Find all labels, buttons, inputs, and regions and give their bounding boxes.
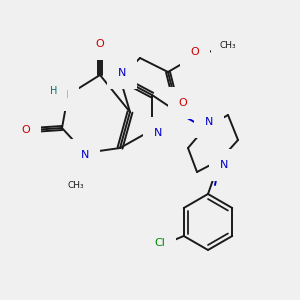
Text: N: N (81, 150, 89, 160)
Text: N: N (205, 117, 213, 127)
Text: CH₃: CH₃ (220, 41, 236, 50)
Text: H: H (50, 86, 58, 96)
Text: O: O (22, 125, 30, 135)
Text: CH₃: CH₃ (68, 181, 84, 190)
Text: O: O (96, 39, 104, 49)
Text: O: O (178, 98, 188, 108)
Text: N: N (60, 90, 68, 100)
Text: N: N (220, 160, 228, 170)
Text: N: N (154, 128, 162, 138)
Text: O: O (190, 47, 200, 57)
Text: N: N (118, 68, 126, 78)
Text: Cl: Cl (154, 238, 165, 248)
